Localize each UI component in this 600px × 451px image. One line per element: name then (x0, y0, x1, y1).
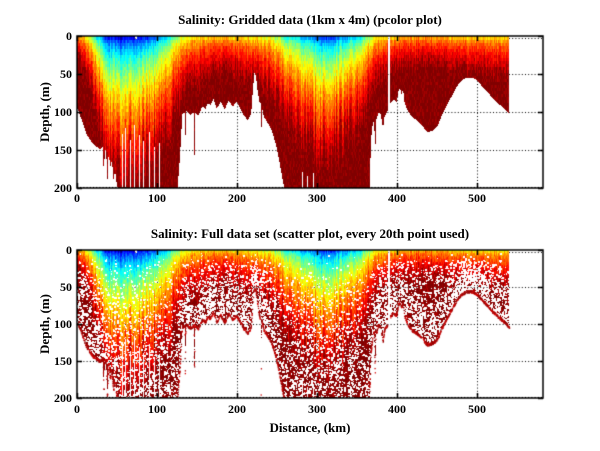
plot1-xtick-500: 500 (468, 191, 486, 205)
plot2-ytick-0: 0 (66, 243, 72, 257)
plot1-ytick-0: 0 (66, 29, 72, 43)
plot2-title: Salinity: Full data set (scatter plot, e… (150, 226, 470, 241)
pcolor-plot-canvas (77, 36, 543, 188)
plot2-xtick-200: 200 (228, 402, 246, 416)
scatter-plot-canvas (77, 250, 543, 398)
plot1-ytick-150: 150 (54, 143, 72, 157)
plot2-xtick-500: 500 (468, 402, 486, 416)
plot2-xtick-100: 100 (148, 402, 166, 416)
plot1-ytick-200: 200 (54, 181, 72, 195)
plot2-xlabel: Distance, (km) (269, 420, 351, 435)
plot2-xtick-300: 300 (308, 402, 326, 416)
plot1-ytick-50: 50 (60, 67, 72, 81)
plot1-xtick-300: 300 (308, 191, 326, 205)
plot2-ytick-200: 200 (54, 391, 72, 405)
plot2-ytick-150: 150 (54, 354, 72, 368)
plot1-ytick-100: 100 (54, 105, 72, 119)
plot2-ytick-50: 50 (60, 280, 72, 294)
plot1-xtick-400: 400 (388, 191, 406, 205)
plot1-xtick-200: 200 (228, 191, 246, 205)
plot1-title: Salinity: Gridded data (1km x 4m) (pcolo… (178, 12, 442, 27)
plot1-xtick-100: 100 (148, 191, 166, 205)
plot2-xtick-400: 400 (388, 402, 406, 416)
plot2-ytick-100: 100 (54, 317, 72, 331)
